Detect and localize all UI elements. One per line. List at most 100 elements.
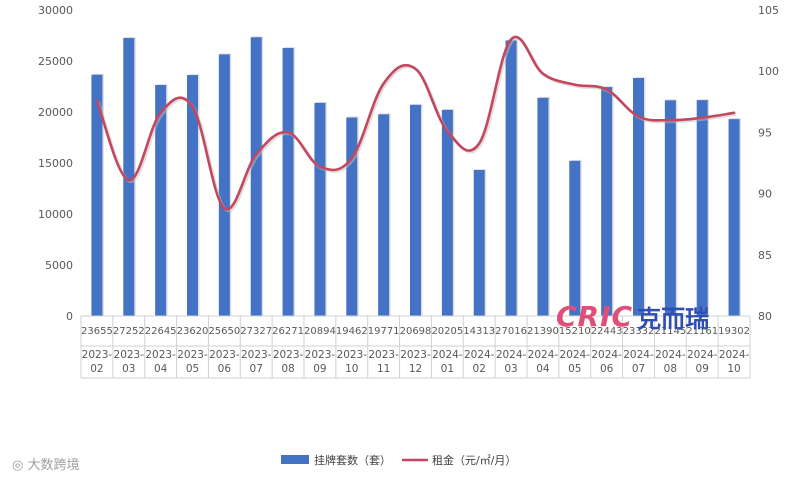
y-right-tick-label: 105: [758, 4, 779, 17]
x-tick-label-year: 2023-: [305, 349, 336, 361]
legend-label-bar: 挂牌套数（套）: [314, 453, 391, 467]
bar: [155, 85, 167, 316]
x-tick-label-month: 02: [90, 363, 103, 375]
bar-data-label: 19771: [368, 326, 400, 337]
bar-data-label: 21145: [654, 326, 686, 337]
bar-data-label: 23620: [177, 326, 209, 337]
bar-data-label: 20698: [400, 326, 432, 337]
bar: [633, 78, 644, 316]
x-tick-label-month: 07: [250, 363, 263, 375]
x-tick-label-year: 2023-: [337, 349, 368, 361]
bar-data-label: 23655: [81, 326, 113, 337]
x-tick-label-year: 2023-: [241, 349, 272, 361]
x-tick-label-year: 2024-: [432, 349, 463, 361]
x-tick-label-year: 2023-: [82, 349, 113, 361]
x-tick-label-year: 2023-: [400, 349, 431, 361]
y-right-tick-label: 90: [758, 188, 772, 201]
x-tick-label-year: 2023-: [273, 349, 304, 361]
y-right-tick-label: 95: [758, 126, 772, 139]
bar: [378, 114, 390, 316]
bar: [410, 104, 421, 316]
bar: [537, 97, 549, 317]
bar-data-label: 23332: [623, 326, 655, 337]
watermark-text: 大数跨境: [27, 458, 80, 473]
bar-data-label: 15210: [559, 326, 591, 337]
x-tick-label-year: 2024-: [528, 349, 559, 361]
x-tick-label-year: 2023-: [209, 349, 240, 361]
y-right-tick-label: 100: [758, 65, 779, 78]
x-tick-label-year: 2023-: [145, 349, 176, 361]
bar-data-label: 27327: [240, 326, 272, 337]
bar-data-label: 19462: [336, 326, 368, 337]
x-tick-label-month: 09: [313, 363, 326, 375]
bar-data-label: 19302: [718, 326, 750, 337]
bar-data-label: 22645: [145, 326, 177, 337]
y-left-tick-label: 0: [66, 310, 73, 323]
x-tick-label-year: 2023-: [177, 349, 208, 361]
x-tick-label-year: 2024-: [496, 349, 527, 361]
x-tick-label-month: 10: [345, 363, 358, 375]
y-left-tick-label: 15000: [38, 157, 73, 170]
x-tick-label-month: 07: [632, 363, 645, 375]
cric-watermark: CRIC 克而瑞: [556, 299, 709, 333]
bar-data-label: 22443: [591, 326, 623, 337]
bar-data-label: 26271: [272, 326, 304, 337]
bar: [728, 119, 740, 316]
bar: [601, 87, 613, 317]
x-tick-label-month: 04: [154, 363, 168, 375]
bar: [569, 160, 581, 316]
bar-data-label: 20894: [304, 326, 336, 337]
x-tick-label-month: 03: [504, 363, 517, 375]
x-tick-label-month: 03: [122, 363, 135, 375]
x-tick-label-month: 05: [568, 363, 581, 375]
y-left-tick-label: 25000: [38, 55, 73, 68]
y-left-tick-label: 10000: [38, 208, 73, 221]
line-series-rent: [95, 35, 736, 211]
x-tick-label-year: 2023-: [368, 349, 399, 361]
cric-logo-text: CRIC: [556, 299, 634, 333]
x-tick-label-month: 12: [409, 363, 422, 375]
bar: [696, 100, 708, 316]
legend-label-line: 租金（元/㎡/月）: [432, 453, 516, 467]
x-tick-label-year: 2023-: [114, 349, 145, 361]
x-tick-label-month: 11: [377, 363, 390, 375]
bar-data-label: 21390: [527, 326, 559, 337]
bar-data-label: 27016: [495, 326, 527, 337]
x-tick-label-month: 08: [664, 363, 677, 375]
bar: [250, 37, 262, 317]
x-tick-label-month: 10: [727, 363, 740, 375]
x-tick-label-month: 05: [186, 363, 199, 375]
bar: [505, 40, 517, 316]
source-watermark: ◎ 大数跨境: [12, 454, 80, 473]
x-tick-label-year: 2024-: [655, 349, 686, 361]
bar: [187, 75, 198, 317]
y-left-tick-label: 5000: [45, 259, 73, 272]
x-tick-label-month: 04: [536, 363, 550, 375]
bar: [91, 74, 103, 317]
x-tick-label-year: 2024-: [464, 349, 495, 361]
x-tick-label-month: 06: [600, 363, 614, 375]
y-left-tick-label: 20000: [38, 106, 73, 119]
x-tick-label-year: 2024-: [560, 349, 591, 361]
bar: [218, 54, 230, 317]
bar: [282, 48, 294, 317]
x-tick-label-month: 06: [218, 363, 232, 375]
y-left-tick-label: 30000: [38, 4, 73, 17]
bar: [314, 102, 326, 317]
bar-data-label: 14313: [463, 326, 495, 337]
x-tick-label-month: 08: [281, 363, 294, 375]
bar: [123, 38, 135, 316]
bar: [441, 109, 453, 316]
bar: [664, 100, 676, 316]
x-tick-label-year: 2024-: [719, 349, 750, 361]
watermark-icon: ◎: [12, 458, 24, 473]
bar-data-label: 27252: [113, 326, 145, 337]
bar-data-label: 25650: [208, 326, 240, 337]
x-tick-label-year: 2024-: [623, 349, 654, 361]
x-tick-label-month: 09: [696, 363, 709, 375]
bar: [473, 170, 485, 316]
bar: [346, 117, 358, 316]
y-right-tick-label: 80: [758, 310, 772, 323]
